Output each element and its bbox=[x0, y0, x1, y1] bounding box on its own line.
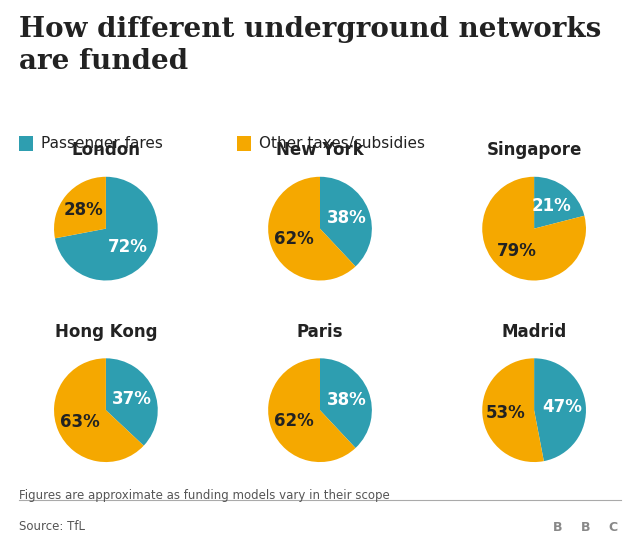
Wedge shape bbox=[268, 358, 355, 462]
Text: Passenger fares: Passenger fares bbox=[41, 135, 163, 151]
Text: Source: TfL: Source: TfL bbox=[19, 520, 85, 533]
Wedge shape bbox=[482, 177, 586, 281]
Wedge shape bbox=[106, 358, 158, 446]
Wedge shape bbox=[320, 358, 372, 448]
Title: New York: New York bbox=[276, 141, 364, 159]
Text: Figures are approximate as funding models vary in their scope: Figures are approximate as funding model… bbox=[19, 489, 390, 502]
Text: B: B bbox=[554, 521, 563, 534]
FancyBboxPatch shape bbox=[575, 517, 596, 538]
Title: Madrid: Madrid bbox=[502, 323, 567, 341]
Title: Singapore: Singapore bbox=[486, 141, 582, 159]
FancyBboxPatch shape bbox=[548, 517, 568, 538]
Text: 21%: 21% bbox=[532, 197, 572, 215]
Title: Hong Kong: Hong Kong bbox=[54, 323, 157, 341]
Text: 38%: 38% bbox=[326, 391, 367, 408]
Title: London: London bbox=[72, 141, 140, 159]
Text: 79%: 79% bbox=[497, 242, 536, 260]
Wedge shape bbox=[320, 177, 372, 266]
Text: B: B bbox=[581, 521, 591, 534]
Text: 62%: 62% bbox=[273, 412, 314, 430]
Text: Other taxes/subsidies: Other taxes/subsidies bbox=[259, 135, 424, 151]
Wedge shape bbox=[54, 358, 144, 462]
Text: 38%: 38% bbox=[326, 209, 367, 227]
Text: C: C bbox=[609, 521, 618, 534]
Text: 37%: 37% bbox=[112, 390, 152, 408]
Text: 62%: 62% bbox=[273, 230, 314, 248]
Title: Paris: Paris bbox=[297, 323, 343, 341]
Text: 47%: 47% bbox=[543, 399, 582, 417]
Wedge shape bbox=[54, 177, 106, 239]
Wedge shape bbox=[534, 358, 586, 461]
Wedge shape bbox=[268, 177, 355, 281]
Text: How different underground networks
are funded: How different underground networks are f… bbox=[19, 16, 602, 75]
Text: 53%: 53% bbox=[486, 404, 525, 422]
Text: 72%: 72% bbox=[108, 238, 148, 256]
Wedge shape bbox=[534, 177, 584, 229]
Wedge shape bbox=[482, 358, 544, 462]
Text: 63%: 63% bbox=[60, 413, 100, 430]
Text: 28%: 28% bbox=[64, 201, 104, 219]
Wedge shape bbox=[55, 177, 158, 281]
FancyBboxPatch shape bbox=[603, 517, 624, 538]
